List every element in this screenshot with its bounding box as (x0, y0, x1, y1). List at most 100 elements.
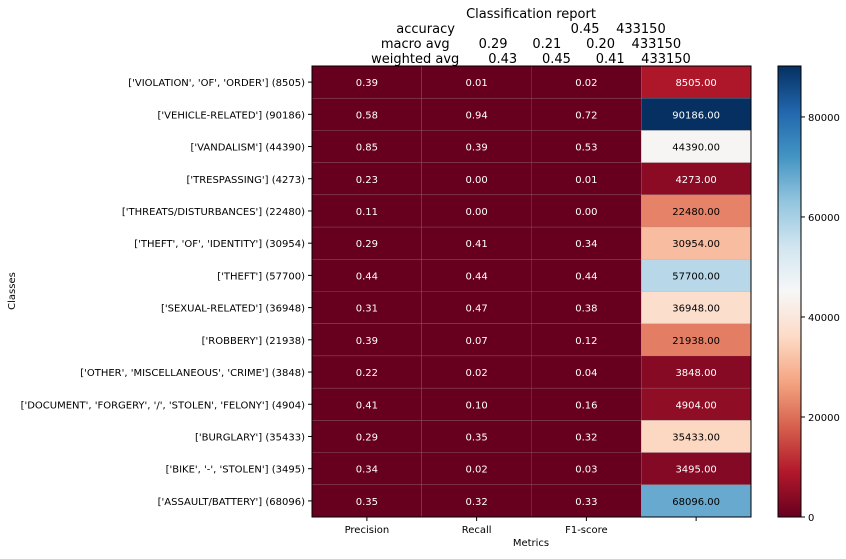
y-tick-label: ['THREATS/DISTURBANCES'] (22480) (122, 207, 305, 218)
cell-value-label: 0.34 (575, 239, 597, 250)
heatmap: 0.39 0.01 0.02 8505.00 0.58 0.94 0.72 90186.00 0… (311, 65, 752, 518)
cell-value-label: 0.29 (356, 239, 378, 250)
heatmap-cell (641, 259, 752, 292)
heatmap-cell (531, 355, 642, 389)
colorbar-tick-label: 60000 (808, 213, 840, 224)
cell-value-label: 4273.00 (675, 175, 716, 186)
heatmap-cell (641, 484, 752, 518)
y-tick-label: ['BURGLARY'] (35433) (195, 432, 305, 443)
heatmap-cell (421, 194, 532, 228)
heatmap-cell (531, 387, 642, 421)
heatmap-cell (531, 323, 642, 357)
summary-line-macro-avg: macro avg 0.29 0.21 0.20 433150 (381, 37, 681, 52)
heatmap-cell (421, 484, 532, 518)
heatmap-cell (311, 291, 422, 324)
y-tick-labels: ['VIOLATION', 'OF', 'ORDER'] (8505) ['VEH… (21, 78, 312, 508)
cell-value-label: 68096.00 (672, 497, 720, 508)
y-tick-label: ['BIKE', '-', 'STOLEN'] (3495) (166, 465, 306, 476)
cell-value-label: 0.32 (465, 497, 487, 508)
heatmap-cell (531, 484, 642, 518)
cell-value-label: 0.07 (465, 336, 487, 347)
cell-value-label: 21938.00 (672, 336, 720, 347)
cell-value-label: 0.58 (356, 110, 378, 121)
cell-value-label: 8505.00 (675, 78, 716, 89)
heatmap-cell (531, 291, 642, 324)
cell-value-label: 0.34 (356, 465, 378, 476)
heatmap-cell (641, 97, 752, 131)
cell-value-label: 0.11 (356, 207, 378, 218)
x-tick-labels: Precision Recall F1-score (345, 517, 697, 536)
y-tick-label: ['VANDALISM'] (44390) (191, 143, 306, 154)
cell-value-label: 0.38 (575, 304, 597, 315)
cell-value-label: 0.85 (356, 143, 378, 154)
heatmap-cell (311, 452, 422, 486)
cell-value-label: 0.44 (356, 271, 378, 282)
y-tick-label: ['ASSAULT/BATTERY'] (68096) (158, 497, 305, 508)
cell-value-label: 0.39 (465, 143, 487, 154)
cell-value-label: 0.02 (465, 368, 487, 379)
y-tick-label: ['ROBBERY'] (21938) (202, 336, 305, 347)
heatmap-cell (421, 452, 532, 486)
heatmap-cell (311, 226, 422, 260)
heatmap-cell (531, 194, 642, 228)
cell-value-label: 0.44 (575, 271, 597, 282)
heatmap-cell (421, 97, 532, 131)
cell-value-label: 0.31 (356, 304, 378, 315)
heatmap-cell (311, 420, 422, 453)
cell-value-label: 0.53 (575, 143, 597, 154)
cell-value-label: 0.33 (575, 497, 597, 508)
heatmap-cell (311, 355, 422, 389)
y-tick-label: ['THEFT', 'OF', 'IDENTITY'] (30954) (134, 239, 305, 250)
heatmap-cell (421, 226, 532, 260)
cell-value-label: 0.01 (575, 175, 597, 186)
chart-title: Classification report (466, 7, 596, 22)
cell-value-label: 0.39 (356, 336, 378, 347)
y-tick-label: ['VEHICLE-RELATED'] (90186) (158, 110, 306, 121)
cell-value-label: 0.02 (575, 78, 597, 89)
heatmap-cell (531, 162, 642, 196)
cell-value-label: 3495.00 (675, 465, 716, 476)
cell-value-label: 0.94 (465, 110, 487, 121)
heatmap-cell (641, 65, 752, 99)
cell-value-label: 22480.00 (672, 207, 720, 218)
cell-value-label: 0.35 (356, 497, 378, 508)
heatmap-cell (311, 259, 422, 292)
heatmap-cell (311, 194, 422, 228)
heatmap-cell (421, 387, 532, 421)
y-tick-label: ['VIOLATION', 'OF', 'ORDER'] (8505) (128, 78, 305, 89)
cell-value-label: 4904.00 (675, 400, 716, 411)
y-axis-label: Classes (7, 272, 18, 310)
colorbar-tick-label: 80000 (808, 113, 840, 124)
y-tick-label: ['THEFT'] (57700) (217, 271, 305, 282)
y-tick-label: ['DOCUMENT', 'FORGERY', '/', 'STOLEN', '… (21, 400, 306, 411)
colorbar-tick-label: 20000 (808, 413, 840, 424)
x-tick-label: Recall (462, 525, 492, 536)
heatmap-cell (531, 226, 642, 260)
x-tick-label: Precision (345, 525, 390, 536)
heatmap-cell (421, 355, 532, 389)
cell-value-label: 0.00 (575, 207, 597, 218)
cell-value-label: 0.04 (575, 368, 597, 379)
cell-value-label: 0.29 (356, 432, 378, 443)
heatmap-cell (311, 162, 422, 196)
cell-value-label: 0.47 (465, 304, 487, 315)
x-axis-label: Metrics (513, 538, 549, 549)
cell-value-label: 0.10 (465, 400, 487, 411)
y-tick-label: ['SEXUAL-RELATED'] (36948) (161, 304, 305, 315)
heatmap-cell (311, 65, 422, 99)
heatmap-cell (641, 130, 752, 163)
heatmap-cell (531, 259, 642, 292)
cell-value-label: 0.41 (465, 239, 487, 250)
cell-value-label: 35433.00 (672, 432, 720, 443)
cell-value-label: 0.23 (356, 175, 378, 186)
y-tick-label: ['TRESPASSING'] (4273) (186, 175, 305, 186)
cell-value-label: 0.02 (465, 465, 487, 476)
colorbar (777, 65, 802, 518)
colorbar-tick-label: 40000 (808, 313, 840, 324)
cell-value-label: 0.22 (356, 368, 378, 379)
heatmap-cell (421, 162, 532, 196)
cell-value-label: 36948.00 (672, 304, 720, 315)
x-tick-label: F1-score (565, 525, 608, 536)
cell-value-label: 90186.00 (672, 110, 720, 121)
